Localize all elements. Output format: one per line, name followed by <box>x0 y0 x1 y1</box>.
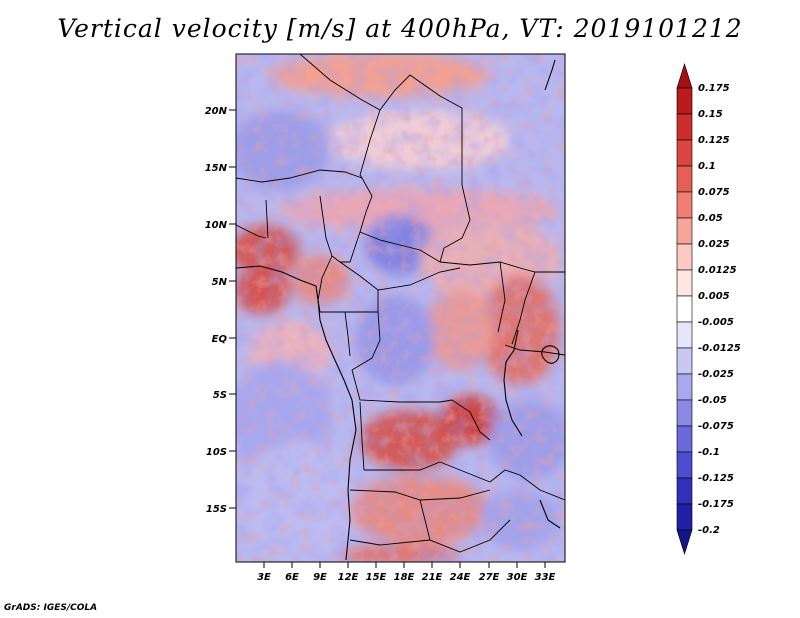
colorbar-label: -0.0125 <box>698 343 741 354</box>
colorbar-label: 0.125 <box>698 135 730 146</box>
lon-label-27e: 27E <box>479 572 500 583</box>
lat-axis: 20N 15N 10N 5N EQ 5S 10S 15S <box>205 106 236 515</box>
lat-label-10s: 10S <box>206 447 227 458</box>
colorbar-label: -0.125 <box>698 473 734 484</box>
lat-label-15n: 15N <box>205 163 228 174</box>
colorbar-swatch <box>676 503 693 531</box>
colorbar-label: -0.075 <box>698 421 734 432</box>
colorbar-bottom-arrow <box>676 529 693 556</box>
map-frame <box>235 53 566 563</box>
colorbar-swatch <box>676 425 693 453</box>
colorbar-label: -0.025 <box>698 369 734 380</box>
colorbar-label: -0.05 <box>698 395 727 406</box>
colorbar-swatch <box>676 295 693 323</box>
colorbar-label: 0.005 <box>698 291 730 302</box>
colorbar-swatch <box>676 139 693 167</box>
colorbar-swatch <box>676 243 693 271</box>
colorbar-swatch <box>676 165 693 193</box>
colorbar-label: -0.2 <box>698 525 720 536</box>
lon-label-18e: 18E <box>394 572 415 583</box>
lon-label-15e: 15E <box>366 572 387 583</box>
lon-label-12e: 12E <box>338 572 359 583</box>
colorbar-swatch <box>676 321 693 349</box>
lat-label-15s: 15S <box>206 504 227 515</box>
lon-label-9e: 9E <box>313 572 327 583</box>
colorbar-swatch <box>676 399 693 427</box>
lon-label-33e: 33E <box>535 572 556 583</box>
colorbar-swatch <box>676 113 693 141</box>
colorbar-swatch <box>676 347 693 375</box>
lon-axis: 3E 6E 9E 12E 15E 18E 21E 24E 27E 30E 33E <box>257 562 556 583</box>
colorbar-label: 0.1 <box>698 161 716 172</box>
coastlines <box>236 59 561 561</box>
colorbar-swatch <box>676 451 693 479</box>
colorbar-label: 0.05 <box>698 213 723 224</box>
colorbar-label: 0.075 <box>698 187 730 198</box>
lat-label-eq: EQ <box>212 334 228 345</box>
colorbar-label: -0.005 <box>698 317 734 328</box>
colorbar-label: -0.1 <box>698 447 720 458</box>
lon-label-3e: 3E <box>257 572 271 583</box>
colorbar-top-arrow <box>676 62 693 89</box>
colorbar-swatch <box>676 269 693 297</box>
velocity-field <box>236 54 565 562</box>
country-borders <box>236 54 565 553</box>
lon-label-24e: 24E <box>450 572 471 583</box>
lat-label-5s: 5S <box>213 390 227 401</box>
lon-label-30e: 30E <box>507 572 528 583</box>
colorbar-swatch <box>676 373 693 401</box>
lat-label-20n: 20N <box>205 106 228 117</box>
grads-credit: GrADS: IGES/COLA <box>4 603 98 613</box>
lat-label-5n: 5N <box>212 277 228 288</box>
colorbar-swatch <box>676 191 693 219</box>
colorbar: 0.175 0.15 0.125 0.1 0.075 0.05 0.025 0.… <box>676 62 741 556</box>
colorbar-swatch <box>676 217 693 245</box>
lon-label-6e: 6E <box>285 572 299 583</box>
map-title: Vertical velocity [m/s] at 400hPa, VT: 2… <box>57 14 743 43</box>
colorbar-label: 0.15 <box>698 109 723 120</box>
colorbar-label: -0.175 <box>698 499 734 510</box>
colorbar-label: 0.025 <box>698 239 730 250</box>
colorbar-label: 0.175 <box>698 83 730 94</box>
colorbar-swatch <box>676 477 693 505</box>
colorbar-label: 0.0125 <box>698 265 737 276</box>
lon-label-21e: 21E <box>422 572 443 583</box>
lat-label-10n: 10N <box>205 220 228 231</box>
colorbar-swatch <box>676 87 693 115</box>
